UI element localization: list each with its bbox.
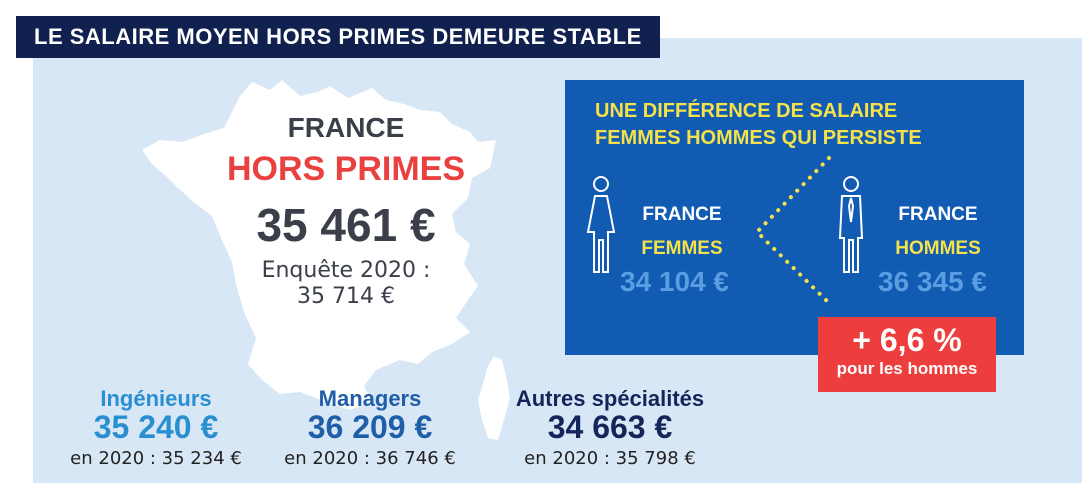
stat-ingenieurs: Ingénieurs 35 240 € en 2020 : 35 234 € (56, 386, 256, 469)
woman-icon (586, 176, 616, 273)
stat-managers: Managers 36 209 € en 2020 : 36 746 € (270, 386, 470, 469)
stat-previous: en 2020 : 35 798 € (524, 448, 696, 469)
stat-salary: 35 240 € (93, 409, 219, 445)
stat-name: Autres spécialités (515, 386, 705, 411)
stat-previous: en 2020 : 35 234 € (70, 448, 242, 469)
survey-value: 35 714 € (297, 284, 395, 309)
man-icon (838, 176, 864, 273)
dotted-connector-icon (754, 156, 834, 308)
women-label-line2: FEMMES (641, 238, 723, 259)
france-label: FRANCE (287, 112, 405, 143)
stat-name: Ingénieurs (100, 386, 212, 411)
stat-previous: en 2020 : 36 746 € (284, 448, 456, 469)
women-salary: 34 104 € (620, 266, 729, 297)
men-label-line1: FRANCE (898, 204, 978, 225)
women-label: FRANCE FEMMES (622, 198, 742, 266)
hors-primes-label: HORS PRIMES (226, 150, 466, 188)
gender-gap-title: UNE DIFFÉRENCE DE SALAIRE FEMMES HOMMES … (595, 98, 922, 152)
survey-label: Enquête 2020 : (261, 258, 431, 283)
stat-autres: Autres spécialités 34 663 € en 2020 : 35… (500, 386, 720, 469)
gender-gap-title-line2: FEMMES HOMMES QUI PERSISTE (595, 127, 922, 149)
stat-name: Managers (318, 386, 422, 411)
corsica-map-icon (478, 356, 510, 440)
women-label-line1: FRANCE (642, 204, 722, 225)
stat-salary: 34 663 € (547, 409, 673, 445)
men-label-line2: HOMMES (895, 238, 981, 259)
difference-badge: + 6,6 % pour les hommes (818, 317, 996, 392)
men-salary: 36 345 € (878, 266, 987, 297)
men-label: FRANCE HOMMES (878, 198, 998, 266)
difference-note: pour les hommes (836, 359, 978, 378)
gender-gap-title-line1: UNE DIFFÉRENCE DE SALAIRE (595, 100, 898, 122)
page-title: LE SALAIRE MOYEN HORS PRIMES DEMEURE STA… (16, 16, 660, 58)
france-salary: 35 461 € (256, 199, 436, 251)
france-mainland-shape (142, 80, 496, 410)
difference-value: + 6,6 % (852, 322, 962, 358)
stat-salary: 36 209 € (307, 409, 433, 445)
gender-gap-box (565, 80, 1024, 355)
